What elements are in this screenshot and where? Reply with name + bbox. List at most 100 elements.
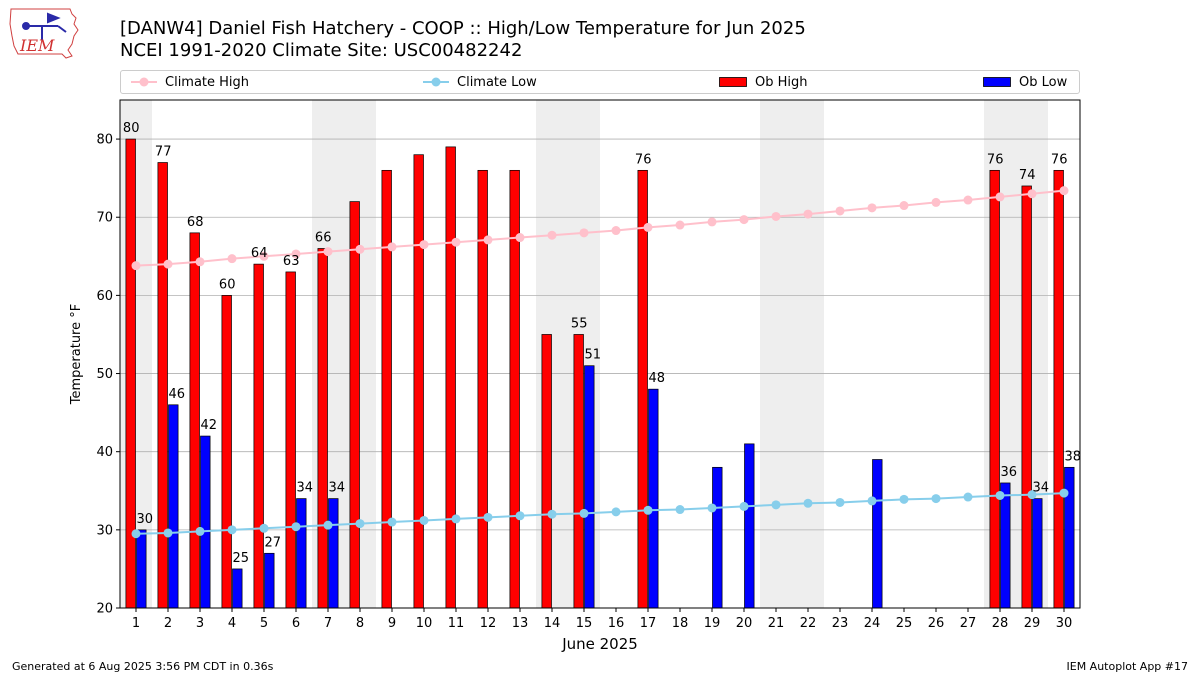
- ob-low-label-day-1: 30: [137, 512, 154, 527]
- bars: [125, 138, 1075, 609]
- ob-low-bar-day-4: [232, 568, 243, 609]
- ob-low-bar-day-7: [328, 498, 339, 609]
- climate-high-point-day-16: [611, 226, 621, 236]
- data-labels: 80 77 68 60 64 63 66 55 76 76 74 76 30 46 42 25 27 34 34 51…: [123, 121, 1081, 566]
- legend-label-ob-high: Ob High: [755, 74, 808, 90]
- y-tick-label-50: 50: [96, 367, 113, 382]
- climate-low-point-day-11: [451, 514, 461, 524]
- climate-high-point-day-24: [867, 203, 877, 213]
- climate-lines: [131, 186, 1069, 539]
- climate-low-point-day-17: [643, 505, 653, 515]
- weather-station-icon: [22, 12, 67, 40]
- legend: Climate High Climate Low Ob High Ob Low: [120, 70, 1080, 94]
- logo-text: IEM: [19, 36, 55, 55]
- climate-high-point-day-27: [963, 195, 973, 205]
- climate-low-point-day-9: [387, 517, 397, 527]
- climate-high-point-day-28: [995, 192, 1005, 202]
- ob-high-bar-day-10: [413, 154, 424, 609]
- ob-low-bar-day-19: [712, 466, 723, 609]
- ob-low-label-day-5: 27: [265, 535, 282, 550]
- x-tick-label-18: 18: [672, 616, 689, 631]
- ob-high-bar-day-9: [381, 169, 392, 609]
- ob-high-label-day-17: 76: [635, 152, 652, 167]
- climate-low-point-day-12: [483, 512, 493, 522]
- ob-high-bar-day-2: [157, 162, 168, 609]
- ob-high-bar-day-29: [1021, 185, 1032, 609]
- climate-high-point-day-23: [835, 206, 845, 216]
- footer-generated: Generated at 6 Aug 2025 3:56 PM CDT in 0…: [12, 660, 274, 673]
- legend-swatch-ob-low: [983, 77, 1011, 87]
- ob-low-label-day-4: 25: [233, 551, 250, 566]
- ob-high-bar-day-6: [285, 271, 296, 609]
- climate-high-point-day-11: [451, 237, 461, 247]
- ob-high-bar-day-5: [253, 263, 264, 609]
- ob-high-bar-day-30: [1053, 169, 1064, 609]
- climate-low-point-day-14: [547, 509, 557, 519]
- x-tick-label-23: 23: [832, 616, 849, 631]
- y-tick-label-70: 70: [96, 211, 113, 226]
- x-tick-label-7: 7: [324, 616, 332, 631]
- ob-low-bar-day-2: [168, 404, 179, 609]
- ob-high-label-day-6: 63: [283, 254, 300, 269]
- legend-label-climate-high: Climate High: [165, 74, 250, 90]
- ob-low-label-day-2: 46: [169, 387, 186, 402]
- climate-high-point-day-17: [643, 222, 653, 232]
- climate-low-point-day-3: [195, 526, 205, 536]
- climate-low-point-day-22: [803, 498, 813, 508]
- climate-high-point-day-13: [515, 233, 525, 243]
- x-tick-label-12: 12: [480, 616, 497, 631]
- ob-high-bar-day-11: [445, 146, 456, 609]
- legend-item-climate-high: Climate High: [131, 71, 249, 93]
- climate-low-point-day-6: [291, 522, 301, 532]
- x-tick-label-25: 25: [896, 616, 913, 631]
- x-tick-label-9: 9: [388, 616, 396, 631]
- legend-item-ob-high: Ob High: [719, 71, 808, 93]
- ob-low-label-day-28: 36: [1001, 465, 1018, 480]
- climate-high-point-day-8: [355, 244, 365, 254]
- x-tick-label-3: 3: [196, 616, 204, 631]
- plot-frame: [119, 99, 1081, 609]
- climate-high-point-day-9: [387, 242, 397, 252]
- ob-low-label-day-7: 34: [329, 481, 346, 496]
- climate-high-point-day-20: [739, 215, 749, 225]
- y-axis-label: Temperature °F: [69, 304, 84, 405]
- y-tick-label-30: 30: [96, 523, 113, 538]
- climate-low-point-day-15: [579, 508, 589, 518]
- x-tick-label-24: 24: [864, 616, 881, 631]
- x-tick-label-20: 20: [736, 616, 753, 631]
- climate-low-point-day-27: [963, 492, 973, 502]
- climate-low-point-day-23: [835, 497, 845, 507]
- climate-high-point-day-7: [323, 247, 333, 257]
- ob-low-bar-day-28: [1000, 482, 1011, 609]
- x-tick-label-29: 29: [1024, 616, 1041, 631]
- weekend-band-day-21: [760, 100, 792, 608]
- x-tick-label-28: 28: [992, 616, 1009, 631]
- y-tick-label-20: 20: [96, 602, 113, 617]
- x-tick-label-30: 30: [1056, 616, 1073, 631]
- ob-low-bar-day-20: [744, 443, 755, 609]
- ob-low-bar-day-1: [136, 529, 147, 609]
- ob-high-label-day-2: 77: [155, 145, 172, 160]
- climate-high-point-day-19: [707, 217, 717, 227]
- ob-high-bar-day-8: [349, 201, 360, 609]
- x-tick-label-5: 5: [260, 616, 268, 631]
- climate-low-line: [135, 492, 1065, 535]
- weekend-band-day-8: [344, 100, 376, 608]
- x-tick-label-11: 11: [448, 616, 465, 631]
- gridlines: [120, 138, 1080, 531]
- legend-item-ob-low: Ob Low: [983, 71, 1067, 93]
- x-axis-label: June 2025: [561, 635, 638, 653]
- weekend-band-day-15: [568, 100, 600, 608]
- ob-high-bar-day-14: [541, 334, 552, 609]
- y-tick-label-60: 60: [96, 289, 113, 304]
- ob-high-bar-day-15: [573, 334, 584, 609]
- x-tick-label-21: 21: [768, 616, 785, 631]
- legend-label-ob-low: Ob Low: [1019, 74, 1068, 90]
- climate-high-point-day-18: [675, 220, 685, 230]
- legend-swatch-climate-high: [131, 77, 157, 87]
- ob-high-bar-day-17: [637, 169, 648, 609]
- x-tick-label-16: 16: [608, 616, 625, 631]
- ob-high-label-day-30: 76: [1051, 152, 1068, 167]
- x-tick-label-19: 19: [704, 616, 721, 631]
